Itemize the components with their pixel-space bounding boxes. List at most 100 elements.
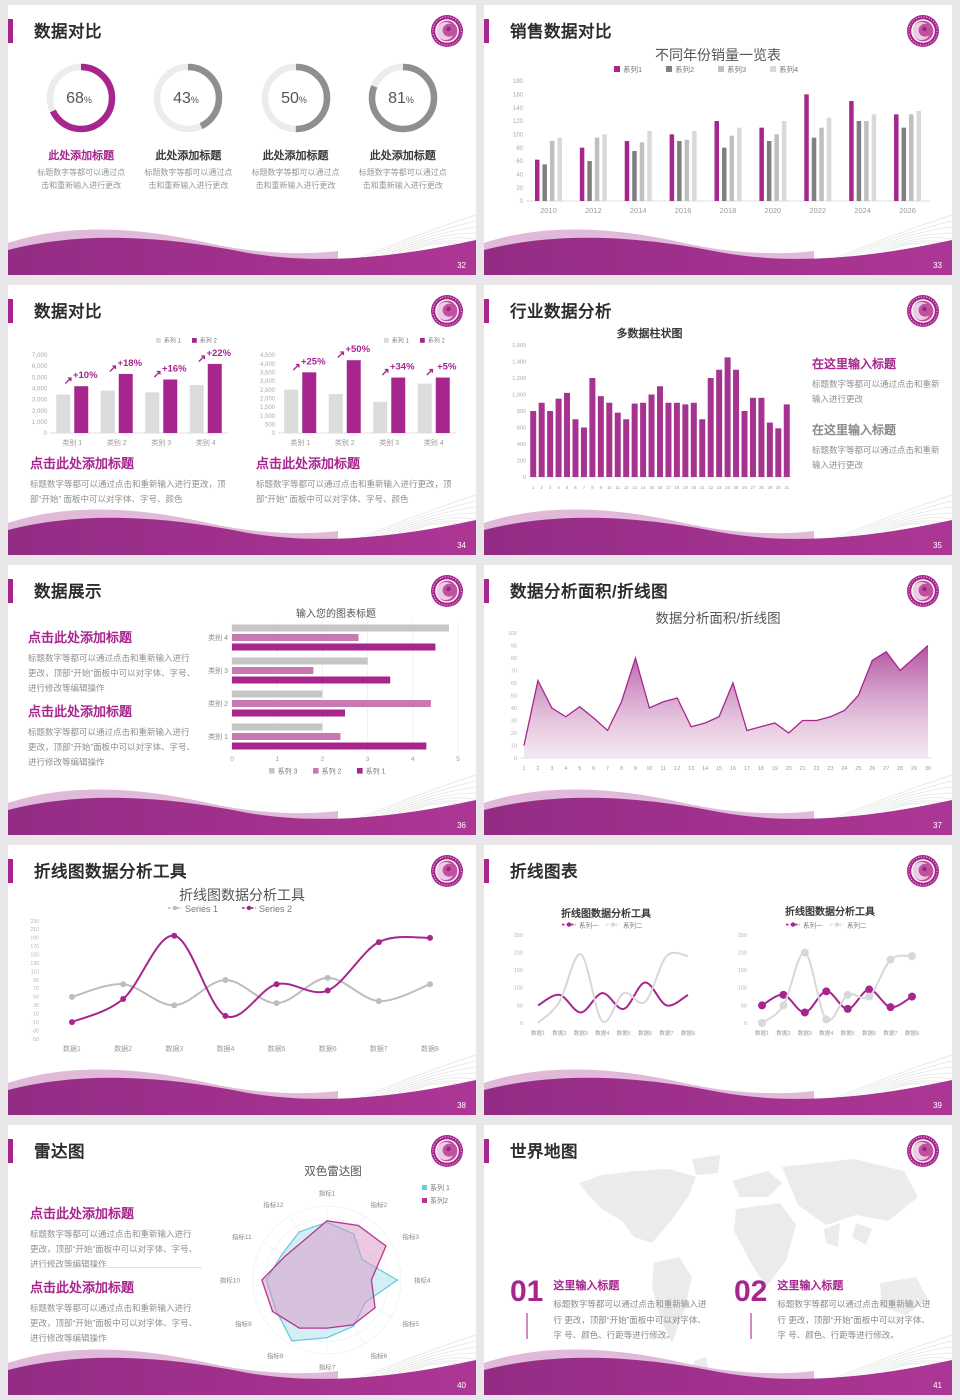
item-text: 这里输入标题 标题数字等都可以通过点击和重新输入进行 更改，顶部“开始”面板中可… bbox=[553, 1277, 710, 1344]
area-chart: 0 10 20 30 40 50 60 70 80 90 100 1 2 3 4 5 6 7 8 9 10 11 12 13 1… bbox=[498, 627, 938, 772]
slide-41-world-map[interactable]: 世界地图 01 这里输入标题 标题数字等都可以通过点击和重新输入进行 更改，顶部… bbox=[484, 1125, 952, 1395]
text-block: 点击此处添加标题 标题数字等都可以通过点击和重新输入进行 更改，顶部“开始”面板… bbox=[30, 1277, 202, 1346]
svg-text:22: 22 bbox=[813, 766, 819, 772]
footer-wave bbox=[8, 213, 476, 275]
svg-text:3: 3 bbox=[549, 485, 552, 490]
svg-text:16: 16 bbox=[730, 766, 736, 772]
svg-text:系列二: 系列二 bbox=[847, 921, 867, 930]
svg-text:43%: 43% bbox=[173, 90, 199, 107]
world-map-image bbox=[484, 1125, 952, 1395]
donut-row: 68% 此处添加标题 标题数字等都可以通过点击和重新输入进行更改 43% 此处添… bbox=[26, 61, 458, 193]
block-heading: 点击此处添加标题 bbox=[30, 1280, 135, 1295]
svg-text:系列2: 系列2 bbox=[430, 1196, 448, 1205]
svg-text:400: 400 bbox=[517, 442, 526, 448]
footer-wave bbox=[484, 213, 952, 275]
svg-text:0: 0 bbox=[520, 199, 524, 205]
title-accent-bar bbox=[8, 19, 13, 43]
block-heading: 点击此处添加标题 bbox=[30, 1206, 135, 1221]
block-body: 标题数字等都可以通过点击和重新输入进行更改 bbox=[812, 379, 940, 404]
svg-text:210: 210 bbox=[30, 927, 39, 933]
donut-card: 50% 此处添加标题 标题数字等都可以通过点击和重新输入进行更改 bbox=[244, 61, 348, 193]
slide-39-line-charts[interactable]: 折线图表 折线图数据分析工具 折线图数据分析工具 0 50 100 150 200 250… bbox=[484, 845, 952, 1115]
block-body: 标题数字等都可以通过点击和重新输入进行 更改，顶部“开始”面板中可以对字体、字号… bbox=[30, 1229, 198, 1269]
text-block: 点击此处添加标题 标题数字等都可以通过点击和重新输入进行更改，顶部“开始” 面板… bbox=[256, 453, 456, 507]
svg-text:20: 20 bbox=[516, 186, 523, 192]
slide-title: 数据展示 bbox=[34, 583, 102, 601]
chart-title: 折线图数据分析工具 bbox=[561, 909, 651, 920]
slide-36-data-display[interactable]: 数据展示 点击此处添加标题 标题数字等都可以通过点击和重新输入进行 更改，顶部“… bbox=[8, 565, 476, 835]
slide-title: 数据对比 bbox=[34, 303, 102, 321]
title-accent-bar bbox=[484, 299, 489, 323]
page-number: 34 bbox=[457, 541, 466, 550]
svg-text:13: 13 bbox=[688, 766, 694, 772]
svg-text:-10: -10 bbox=[32, 1020, 40, 1026]
block-heading: 点击此处添加标题 bbox=[28, 630, 133, 645]
svg-text:2,500: 2,500 bbox=[260, 388, 276, 394]
svg-text:230: 230 bbox=[30, 919, 39, 925]
svg-text:2: 2 bbox=[536, 766, 539, 772]
slide-37-area-line[interactable]: 数据分析面积/折线图 数据分析面积/折线图 0 10 20 30 40 50 60 70 80 9… bbox=[484, 565, 952, 835]
svg-text:40: 40 bbox=[516, 172, 523, 178]
svg-text:数据2: 数据2 bbox=[552, 1029, 566, 1037]
text-block: 点击此处添加标题 标题数字等都可以通过点击和重新输入进行 更改，顶部“开始”面板… bbox=[28, 701, 196, 770]
brand-logo-icon bbox=[906, 854, 940, 888]
svg-text:26: 26 bbox=[742, 485, 747, 490]
svg-text:27: 27 bbox=[883, 766, 889, 772]
donut-card: 81% 此处添加标题 标题数字等都可以通过点击和重新输入进行更改 bbox=[351, 61, 455, 193]
svg-text:3: 3 bbox=[366, 756, 370, 763]
svg-text:↗: ↗ bbox=[292, 361, 301, 373]
donut-chart: 68% bbox=[29, 61, 133, 135]
text-block: 在这里输入标题 标题数字等都可以通过点击和重新输入进行更改 bbox=[812, 421, 940, 473]
svg-text:170: 170 bbox=[30, 944, 39, 950]
slide-32-data-comparison[interactable]: 数据对比 68% 此处添加标题 标题数字等都可以通过点击和重新输入进行更改 43… bbox=[8, 5, 476, 275]
svg-text:9: 9 bbox=[600, 485, 603, 490]
svg-text:2: 2 bbox=[321, 756, 325, 763]
svg-text:1: 1 bbox=[522, 766, 525, 772]
slide-38-line-tool[interactable]: 折线图数据分析工具 折线图数据分析工具 -50 -30 -10 10 30 50 70 90 1… bbox=[8, 845, 476, 1115]
block-heading: 点击此处添加标题 bbox=[256, 456, 361, 471]
growth-bar-chart-left: 0 1,000 2,000 3,000 4,000 5,000 6,000 7,000 类别 1… bbox=[22, 335, 234, 447]
chart-title: 不同年份销量一览表 bbox=[655, 47, 781, 63]
svg-text:200: 200 bbox=[514, 951, 523, 957]
svg-text:4: 4 bbox=[564, 766, 567, 772]
svg-text:类别 3: 类别 3 bbox=[151, 438, 171, 447]
svg-text:5,000: 5,000 bbox=[32, 375, 48, 381]
block-body: 标题数字等都可以通过点击和重新输入进行更改，顶部“开始” 面板中可以对字体、字号… bbox=[30, 479, 226, 504]
svg-text:+10%: +10% bbox=[73, 370, 98, 381]
svg-text:↗: ↗ bbox=[153, 369, 162, 381]
chart-title: 输入您的图表标题 bbox=[296, 609, 376, 620]
svg-text:25: 25 bbox=[734, 485, 739, 490]
svg-text:0: 0 bbox=[44, 431, 48, 437]
text-block: 点击此处添加标题 标题数字等都可以通过点击和重新输入进行 更改，顶部“开始”面板… bbox=[30, 1203, 202, 1272]
footer-wave bbox=[8, 773, 476, 835]
slide-40-radar[interactable]: 雷达图 点击此处添加标题 标题数字等都可以通过点击和重新输入进行 更改，顶部“开… bbox=[8, 1125, 476, 1395]
svg-text:5: 5 bbox=[456, 756, 460, 763]
footer-wave bbox=[8, 493, 476, 555]
svg-text:90: 90 bbox=[33, 978, 39, 984]
svg-text:500: 500 bbox=[265, 422, 276, 428]
slide-33-sales-comparison[interactable]: 销售数据对比 不同年份销量一览表 0 20 40 60 80 100 120 140 160 18… bbox=[484, 5, 952, 275]
slide-title: 雷达图 bbox=[34, 1143, 85, 1161]
slide-34-data-comparison[interactable]: 数据对比 0 1,000 2,000 3,000 4,000 5,000 6,000 7,00… bbox=[8, 285, 476, 555]
svg-text:18: 18 bbox=[758, 766, 764, 772]
svg-text:30: 30 bbox=[511, 718, 517, 724]
svg-text:8: 8 bbox=[620, 766, 623, 772]
svg-text:50: 50 bbox=[741, 1003, 747, 1009]
svg-text:5: 5 bbox=[578, 766, 581, 772]
svg-text:140: 140 bbox=[513, 106, 524, 112]
svg-text:2018: 2018 bbox=[720, 206, 737, 215]
svg-text:0: 0 bbox=[744, 1021, 747, 1027]
svg-text:50: 50 bbox=[511, 693, 517, 699]
svg-text:系列 3: 系列 3 bbox=[278, 767, 298, 775]
svg-text:1: 1 bbox=[532, 485, 535, 490]
svg-text:数据8: 数据8 bbox=[421, 1044, 439, 1053]
svg-text:23: 23 bbox=[827, 766, 833, 772]
line-chart: -50 -30 -10 10 30 50 70 90 110 130 150 170 190 210 230… bbox=[18, 901, 466, 1053]
svg-text:28: 28 bbox=[897, 766, 903, 772]
slide-35-industry-analysis[interactable]: 行业数据分析 多数据柱状图 0 200 400 600 800 1,000 1,200 1,4… bbox=[484, 285, 952, 555]
svg-text:↗: ↗ bbox=[64, 375, 73, 387]
svg-text:0: 0 bbox=[523, 475, 526, 481]
svg-text:200: 200 bbox=[517, 458, 526, 464]
svg-text:11: 11 bbox=[616, 485, 621, 490]
